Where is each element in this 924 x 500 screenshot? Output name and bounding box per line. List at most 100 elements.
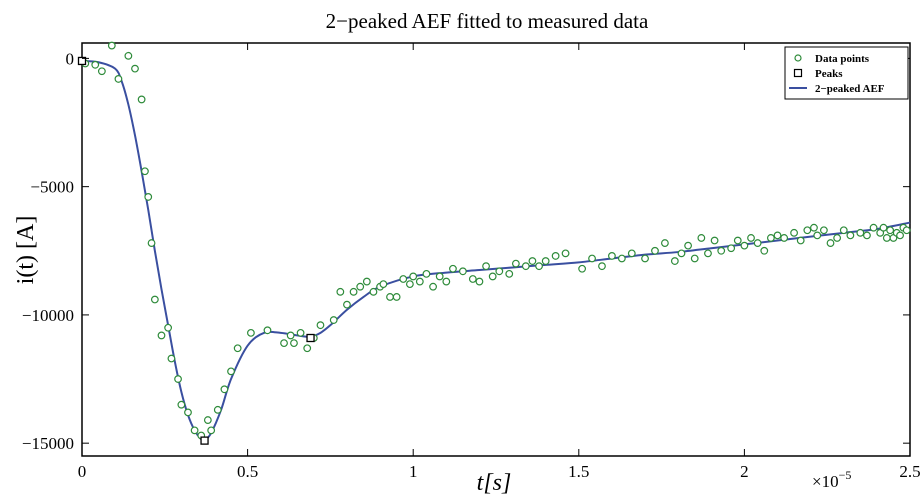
data-point [203, 416, 212, 424]
data-point [409, 272, 418, 281]
legend-label: 2−peaked AEF [815, 83, 885, 95]
data-point [124, 51, 133, 60]
data-point [458, 267, 467, 276]
data-point [670, 257, 679, 265]
data-point [316, 321, 325, 330]
data-point [902, 226, 911, 235]
data-point [263, 326, 272, 335]
data-point [336, 287, 345, 296]
data-point [505, 269, 514, 278]
x-tick-label: 2.5 [899, 462, 920, 481]
data-point [399, 275, 408, 283]
fit-line [81, 59, 911, 443]
data-point [144, 193, 153, 201]
data-point [131, 64, 139, 73]
data-point [551, 252, 560, 260]
data-point [710, 236, 719, 245]
data-point [856, 228, 865, 237]
data-point [174, 375, 182, 383]
data-point [651, 246, 659, 255]
data-point [379, 280, 388, 289]
data-point [495, 267, 504, 276]
legend-label: Data points [815, 53, 870, 65]
x-tick-label: 0.5 [237, 462, 258, 481]
data-point [690, 254, 699, 263]
data-point [392, 293, 401, 301]
data-point [813, 231, 822, 240]
data-point [511, 259, 520, 268]
y-tick-label: −15000 [22, 434, 74, 453]
data-point [97, 67, 106, 76]
data-point [329, 316, 338, 324]
data-point [405, 280, 414, 289]
data-point [578, 264, 587, 273]
data-point [790, 228, 798, 237]
data-point [886, 226, 895, 235]
data-point [184, 408, 192, 417]
chart-title: 2−peaked AEF fitted to measured data [326, 9, 649, 33]
data-point [833, 234, 842, 242]
data-point [773, 231, 782, 240]
data-point [766, 234, 775, 242]
data-point [561, 249, 570, 258]
x-multiplier-exp: −5 [839, 468, 852, 482]
y-tick-label: 0 [66, 49, 75, 68]
data-point [839, 226, 848, 235]
data-point [303, 344, 312, 353]
x-multiplier: ×10−5 [812, 468, 851, 491]
data-point [356, 282, 365, 291]
data-point [190, 426, 199, 435]
data-point [247, 328, 255, 337]
data-point [475, 277, 484, 286]
y-tick-label: −5000 [30, 178, 74, 197]
data-point [879, 223, 888, 232]
data-point [290, 339, 298, 348]
data-point [803, 226, 812, 235]
data-point [521, 262, 530, 271]
data-point [826, 239, 835, 247]
data-point [753, 239, 762, 247]
data-point [780, 234, 789, 242]
peak-marker [77, 56, 87, 66]
data-point [846, 231, 855, 240]
data-point [386, 293, 394, 301]
data-point [704, 249, 712, 258]
data-point [213, 405, 222, 414]
data-point [627, 249, 636, 258]
data-point [286, 331, 295, 340]
legend-marker-data [794, 54, 802, 62]
data-point [207, 426, 216, 435]
data-point [150, 295, 159, 304]
data-point [141, 167, 149, 176]
x-axis-label: t[s] [477, 470, 512, 495]
x-multiplier-base: ×10 [812, 472, 839, 491]
x-tick-label: 0 [78, 462, 87, 481]
data-point [114, 75, 123, 83]
data-point [91, 60, 100, 69]
plot-area [81, 42, 911, 457]
legend-marker-peaks [793, 68, 803, 78]
data-point [107, 41, 116, 50]
data-point [760, 246, 769, 255]
data-point [147, 239, 156, 247]
data-point [442, 277, 451, 286]
data-point [747, 234, 755, 242]
data-point [429, 282, 437, 291]
data-point [296, 328, 305, 337]
data-point [717, 246, 726, 255]
legend [784, 46, 909, 100]
x-tick-label: 1.5 [568, 462, 589, 481]
data-point [661, 239, 669, 247]
data-point [369, 287, 378, 296]
data-point [796, 236, 805, 245]
data-point [220, 385, 229, 394]
data-point [617, 254, 626, 263]
peak-marker [200, 436, 209, 445]
data-point [541, 257, 550, 265]
data-point [468, 275, 477, 283]
y-axis-label: i(t) [A] [13, 216, 39, 285]
data-point [641, 254, 649, 263]
data-point [415, 277, 424, 286]
